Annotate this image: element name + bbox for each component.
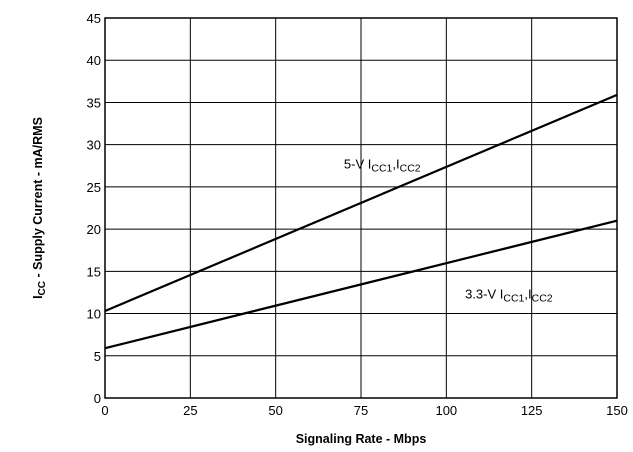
- x-tick-label: 150: [606, 403, 628, 418]
- x-tick-label: 50: [268, 403, 282, 418]
- x-tick-label: 125: [521, 403, 543, 418]
- series-annotations: 5-V ICC1,ICC2 3.3-V ICC1,ICC2: [344, 156, 553, 304]
- y-tick-label: 30: [87, 138, 101, 153]
- x-tick-label: 0: [101, 403, 108, 418]
- x-tick-label: 25: [183, 403, 197, 418]
- y-tick-label: 45: [87, 11, 101, 26]
- y-tick-label: 20: [87, 222, 101, 237]
- series-line-1: [104, 93, 618, 313]
- y-tick-label: 15: [87, 264, 101, 279]
- x-axis-title: Signaling Rate - Mbps: [296, 432, 427, 446]
- x-tick-labels: 0 25 50 75 100 125 150: [101, 403, 627, 418]
- y-tick-label: 5: [94, 349, 101, 364]
- series-label-2: 3.3-V ICC1,ICC2: [465, 286, 553, 304]
- plot-frame: [104, 17, 618, 399]
- y-tick-label: 0: [94, 391, 101, 406]
- grid-lines: [105, 18, 617, 398]
- y-tick-label: 35: [87, 95, 101, 110]
- series-label-1: 5-V ICC1,ICC2: [344, 156, 421, 174]
- y-axis-title: ICC - Supply Current - mA/RMS: [31, 117, 48, 299]
- series-lines: [104, 93, 618, 350]
- y-tick-label: 40: [87, 53, 101, 68]
- x-tick-label: 100: [435, 403, 457, 418]
- y-tick-label: 25: [87, 180, 101, 195]
- y-tick-labels: 0 5 10 15 20 25 30 35 40 45: [87, 11, 101, 406]
- series-line-2: [104, 219, 618, 350]
- x-tick-label: 75: [354, 403, 368, 418]
- y-tick-label: 10: [87, 307, 101, 322]
